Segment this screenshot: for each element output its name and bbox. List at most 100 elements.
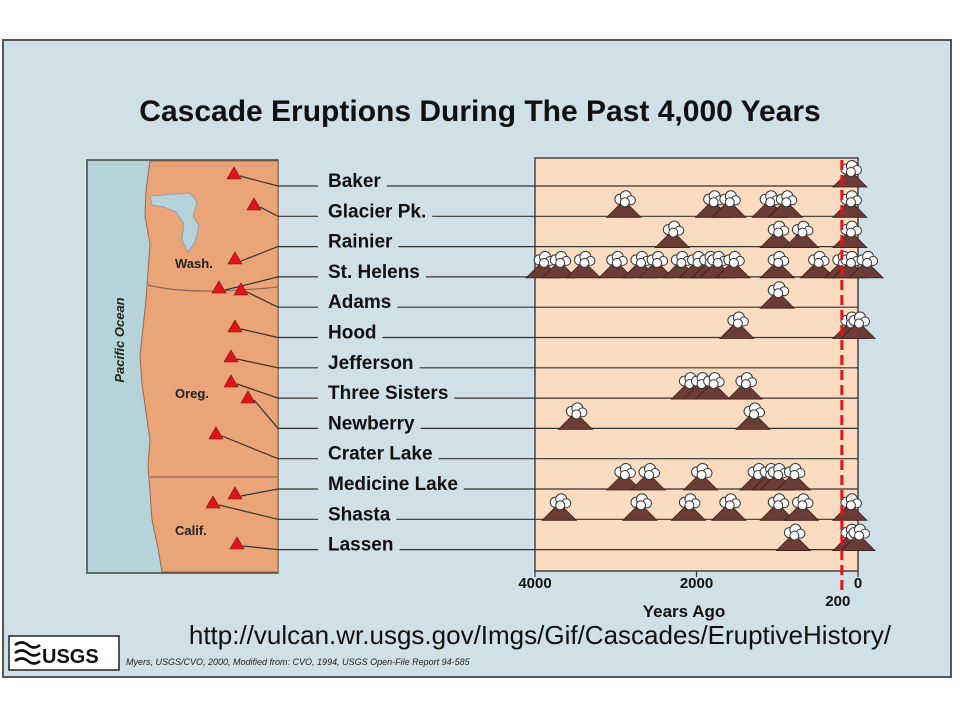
map-marker-hood: [227, 319, 243, 333]
eruption-hood-0: [718, 311, 755, 339]
row-label-baker: Baker: [328, 171, 381, 192]
url-text: http://vulcan.wr.usgs.gov/Imgs/Gif/Casca…: [189, 620, 892, 650]
ash-cloud: [606, 250, 628, 268]
ash-cloud: [735, 372, 757, 390]
x-axis: 4000 2000 2000: [518, 571, 862, 610]
ash-cloud: [767, 220, 790, 238]
map-marker-adams: [233, 282, 249, 296]
ash-cloud: [630, 493, 652, 511]
ash-cloud: [691, 463, 713, 480]
leader-shasta: [218, 504, 318, 520]
plot-area: [534, 157, 859, 572]
eruption-medicine-lake-1: [630, 463, 667, 491]
map-marker-newberry: [240, 390, 256, 404]
eruption-three-sisters-3: [726, 372, 763, 400]
eruption-st-helens-3: [597, 250, 634, 279]
ash-cloud: [856, 250, 879, 268]
map-marker-crater-lake: [208, 426, 224, 440]
eruption-newberry-1: [735, 402, 771, 430]
eruption-shasta-4: [759, 493, 796, 521]
ash-cloud: [840, 160, 862, 177]
ash-cloud: [775, 190, 798, 208]
leader-glacier-pk: [259, 206, 318, 217]
leader-crater-lake: [221, 435, 318, 460]
map-marker-baker: [226, 166, 242, 180]
row-label-glacier-pk: Glacier Pk.: [328, 201, 426, 222]
eruption-glacier-pk-4: [767, 190, 804, 218]
ash-cloud: [848, 311, 870, 329]
map-marker-lassen: [229, 536, 245, 550]
credit-text: Myers, USGS/CVO, 2000, Modified from: CV…: [126, 657, 471, 667]
ash-cloud: [791, 220, 814, 238]
ash-cloud: [565, 402, 588, 420]
eruption-medicine-lake-0: [605, 463, 642, 491]
row-label-shasta: Shasta: [328, 504, 391, 525]
ash-cloud: [783, 463, 806, 480]
logo-waves: [14, 641, 41, 665]
x-tick-label-2000: 2000: [680, 575, 713, 592]
row-label-lassen: Lassen: [328, 535, 393, 556]
cascade-map: Pacific Ocean Wash. Oreg. Calif.: [86, 159, 279, 574]
eruption-hood-2: [840, 311, 876, 339]
ash-cloud: [638, 463, 661, 480]
eruption-rainier-1: [759, 220, 796, 248]
leader-medicine-lake: [240, 488, 318, 497]
eruption-shasta-3: [710, 493, 747, 521]
ash-cloud: [719, 190, 741, 208]
map-land: [139, 160, 279, 573]
ash-cloud: [743, 402, 766, 420]
ash-cloud: [614, 190, 636, 208]
eruption-lassen-0: [775, 523, 812, 551]
row-label-newberry: Newberry: [328, 413, 415, 434]
eruption-glacier-pk-0: [605, 190, 642, 218]
state-label-wash: Wash.: [175, 256, 213, 271]
map-marker-three-sisters: [223, 374, 239, 388]
map-marker-rainier: [227, 251, 243, 265]
leader-baker: [239, 175, 318, 187]
row-label-adams: Adams: [328, 292, 391, 313]
leader-hood: [240, 328, 318, 339]
ash-cloud: [549, 493, 572, 511]
leader-lines: [218, 175, 318, 551]
eruption-st-helens-1: [541, 250, 578, 279]
leader-three-sisters: [236, 383, 318, 399]
eruption-st-helens-5: [638, 250, 675, 279]
row-label-crater-lake: Crater Lake: [328, 444, 433, 465]
eruption-shasta-2: [670, 493, 707, 521]
ash-cloud: [767, 493, 790, 511]
ash-cloud: [840, 493, 862, 511]
ash-cloud: [678, 493, 701, 511]
leader-lassen: [242, 545, 318, 551]
eruption-shasta-0: [541, 493, 578, 521]
x-tick-label-200: 200: [825, 593, 850, 610]
ash-cloud: [727, 311, 749, 329]
map-marker-st-helens: [211, 280, 227, 294]
state-label-calif: Calif.: [175, 523, 207, 538]
eruption-rainier-0: [654, 220, 691, 248]
eruption-medicine-lake-6: [775, 463, 812, 491]
ash-cloud: [573, 250, 596, 268]
eruption-marks: [525, 160, 885, 551]
ash-cloud: [767, 250, 790, 268]
ash-cloud: [840, 190, 862, 208]
ash-cloud: [614, 463, 636, 480]
row-label-jefferson: Jefferson: [328, 353, 414, 374]
eruption-rainier-2: [783, 220, 820, 248]
eruption-three-sisters-2: [694, 372, 731, 400]
ocean-label: Pacific Ocean: [112, 297, 127, 382]
x-tick-label-4000: 4000: [518, 575, 551, 592]
eruption-shasta-6: [831, 493, 868, 521]
state-label-oreg: Oreg.: [175, 386, 209, 401]
eruption-st-helens-2: [565, 250, 602, 279]
ash-cloud: [533, 250, 556, 268]
row-labels: Baker Glacier Pk. Rainier St. Helens Adams Ho…: [328, 171, 458, 556]
leader-rainier: [240, 246, 318, 262]
ash-cloud: [783, 523, 806, 541]
chart-title: Cascade Eruptions During The Past 4,000 …: [139, 95, 820, 128]
eruption-newberry-0: [557, 402, 594, 430]
x-axis-label: Years Ago: [643, 602, 726, 621]
map-marker-medicine-lake: [227, 486, 243, 500]
puget-sound: [149, 192, 200, 253]
eruption-lassen-2: [840, 523, 876, 551]
leader-jefferson: [236, 358, 318, 369]
